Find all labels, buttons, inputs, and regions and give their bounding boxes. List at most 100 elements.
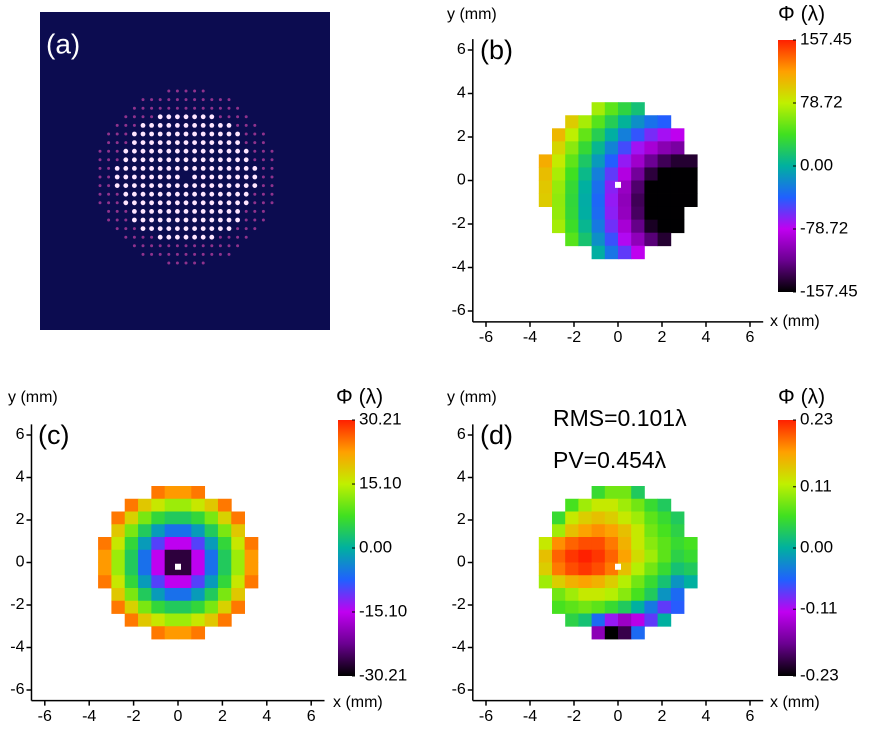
spot (157, 174, 163, 180)
spot (200, 200, 206, 206)
spot (166, 148, 172, 154)
spot (244, 218, 248, 222)
heatmap-cell (578, 524, 592, 538)
spot (175, 166, 180, 171)
heatmap-cell (578, 498, 592, 512)
spot (227, 252, 231, 256)
spot (132, 123, 136, 127)
heatmap-cell (124, 600, 139, 614)
x-tick-label: -2 (126, 708, 140, 725)
spot (236, 244, 240, 248)
heatmap-cell (164, 524, 179, 538)
y-tick-label: 6 (16, 426, 25, 443)
heatmap-cell (552, 141, 566, 155)
heatmap-cell (670, 128, 685, 142)
spot (193, 98, 197, 102)
heatmap-cell (604, 102, 619, 116)
spot (175, 89, 179, 93)
heatmap-cell (552, 524, 566, 538)
heatmap-cell (565, 167, 579, 181)
spot (252, 183, 258, 189)
heatmap-cell (565, 128, 579, 142)
spot (141, 98, 145, 102)
spot (200, 217, 206, 223)
heatmap-cell (565, 154, 579, 168)
spot (124, 235, 128, 239)
spot (175, 234, 180, 240)
spot (244, 115, 248, 119)
heatmap-cell (111, 562, 126, 576)
spot (141, 235, 145, 239)
spot (209, 183, 215, 189)
heatmap-cell (565, 549, 579, 563)
x-tick-label: 4 (702, 329, 711, 346)
heatmap-cell (204, 549, 219, 563)
spot (132, 235, 136, 239)
y-axis-label: y (mm) (447, 389, 497, 406)
heatmap-cell (644, 180, 658, 194)
heatmap-cell (138, 575, 152, 589)
heatmap-cell (565, 206, 579, 221)
spot (175, 140, 180, 146)
spot (218, 148, 223, 154)
colorbar-tick-label: 0.11 (800, 476, 832, 495)
spot (157, 140, 163, 146)
heatmap-cell (604, 245, 619, 260)
heatmap-cell (618, 154, 632, 168)
heatmap-cell (631, 524, 645, 538)
heatmap-cell (618, 102, 632, 116)
heatmap-cell (657, 511, 672, 525)
spot (218, 98, 222, 102)
spot (200, 174, 206, 180)
spot (226, 140, 232, 146)
heatmap-cell (591, 232, 606, 247)
heatmap-cell (604, 613, 619, 627)
heatmap-cell (604, 600, 619, 614)
heatmap-cell (138, 613, 152, 627)
heatmap-cell (552, 167, 566, 181)
colorbar-title: Φ (λ) (778, 3, 825, 26)
spot (157, 209, 163, 214)
heatmap-cell (178, 562, 192, 576)
x-tick-label: 0 (614, 708, 623, 725)
spot (209, 123, 215, 128)
spot (166, 131, 172, 137)
colorbar (338, 420, 355, 676)
spot (270, 201, 274, 205)
spot (115, 209, 119, 213)
x-axis-label: x (mm) (333, 694, 383, 711)
spot (253, 132, 257, 136)
spot (175, 157, 180, 163)
heatmap-cell (124, 613, 139, 627)
spot (115, 218, 119, 222)
spot (107, 218, 111, 222)
spot (132, 183, 137, 189)
heatmap-cell (565, 511, 579, 525)
spot (200, 114, 206, 120)
spot (227, 235, 231, 239)
heatmap-cell (644, 167, 658, 181)
heatmap-cell (618, 600, 632, 614)
spot (253, 209, 257, 213)
spot (236, 227, 240, 231)
heatmap-cell (631, 562, 645, 576)
spot (157, 191, 163, 197)
heatmap-cell (578, 511, 592, 525)
spot (98, 192, 102, 196)
heatmap-cell (217, 588, 232, 602)
spot (200, 140, 206, 146)
heatmap-cell (618, 511, 632, 525)
heatmap-cell (552, 128, 566, 142)
heatmap-cell (631, 180, 645, 194)
heatmap-cell (217, 498, 232, 512)
heatmap-cell (657, 206, 672, 221)
spot (235, 209, 241, 214)
heatmap-cell (644, 575, 658, 589)
heatmap-cell (231, 600, 245, 614)
heatmap-cell (552, 588, 566, 602)
heatmap-cell (191, 613, 206, 627)
spot (244, 227, 248, 231)
spot (218, 200, 223, 206)
spot (235, 217, 241, 223)
spot (115, 132, 119, 136)
